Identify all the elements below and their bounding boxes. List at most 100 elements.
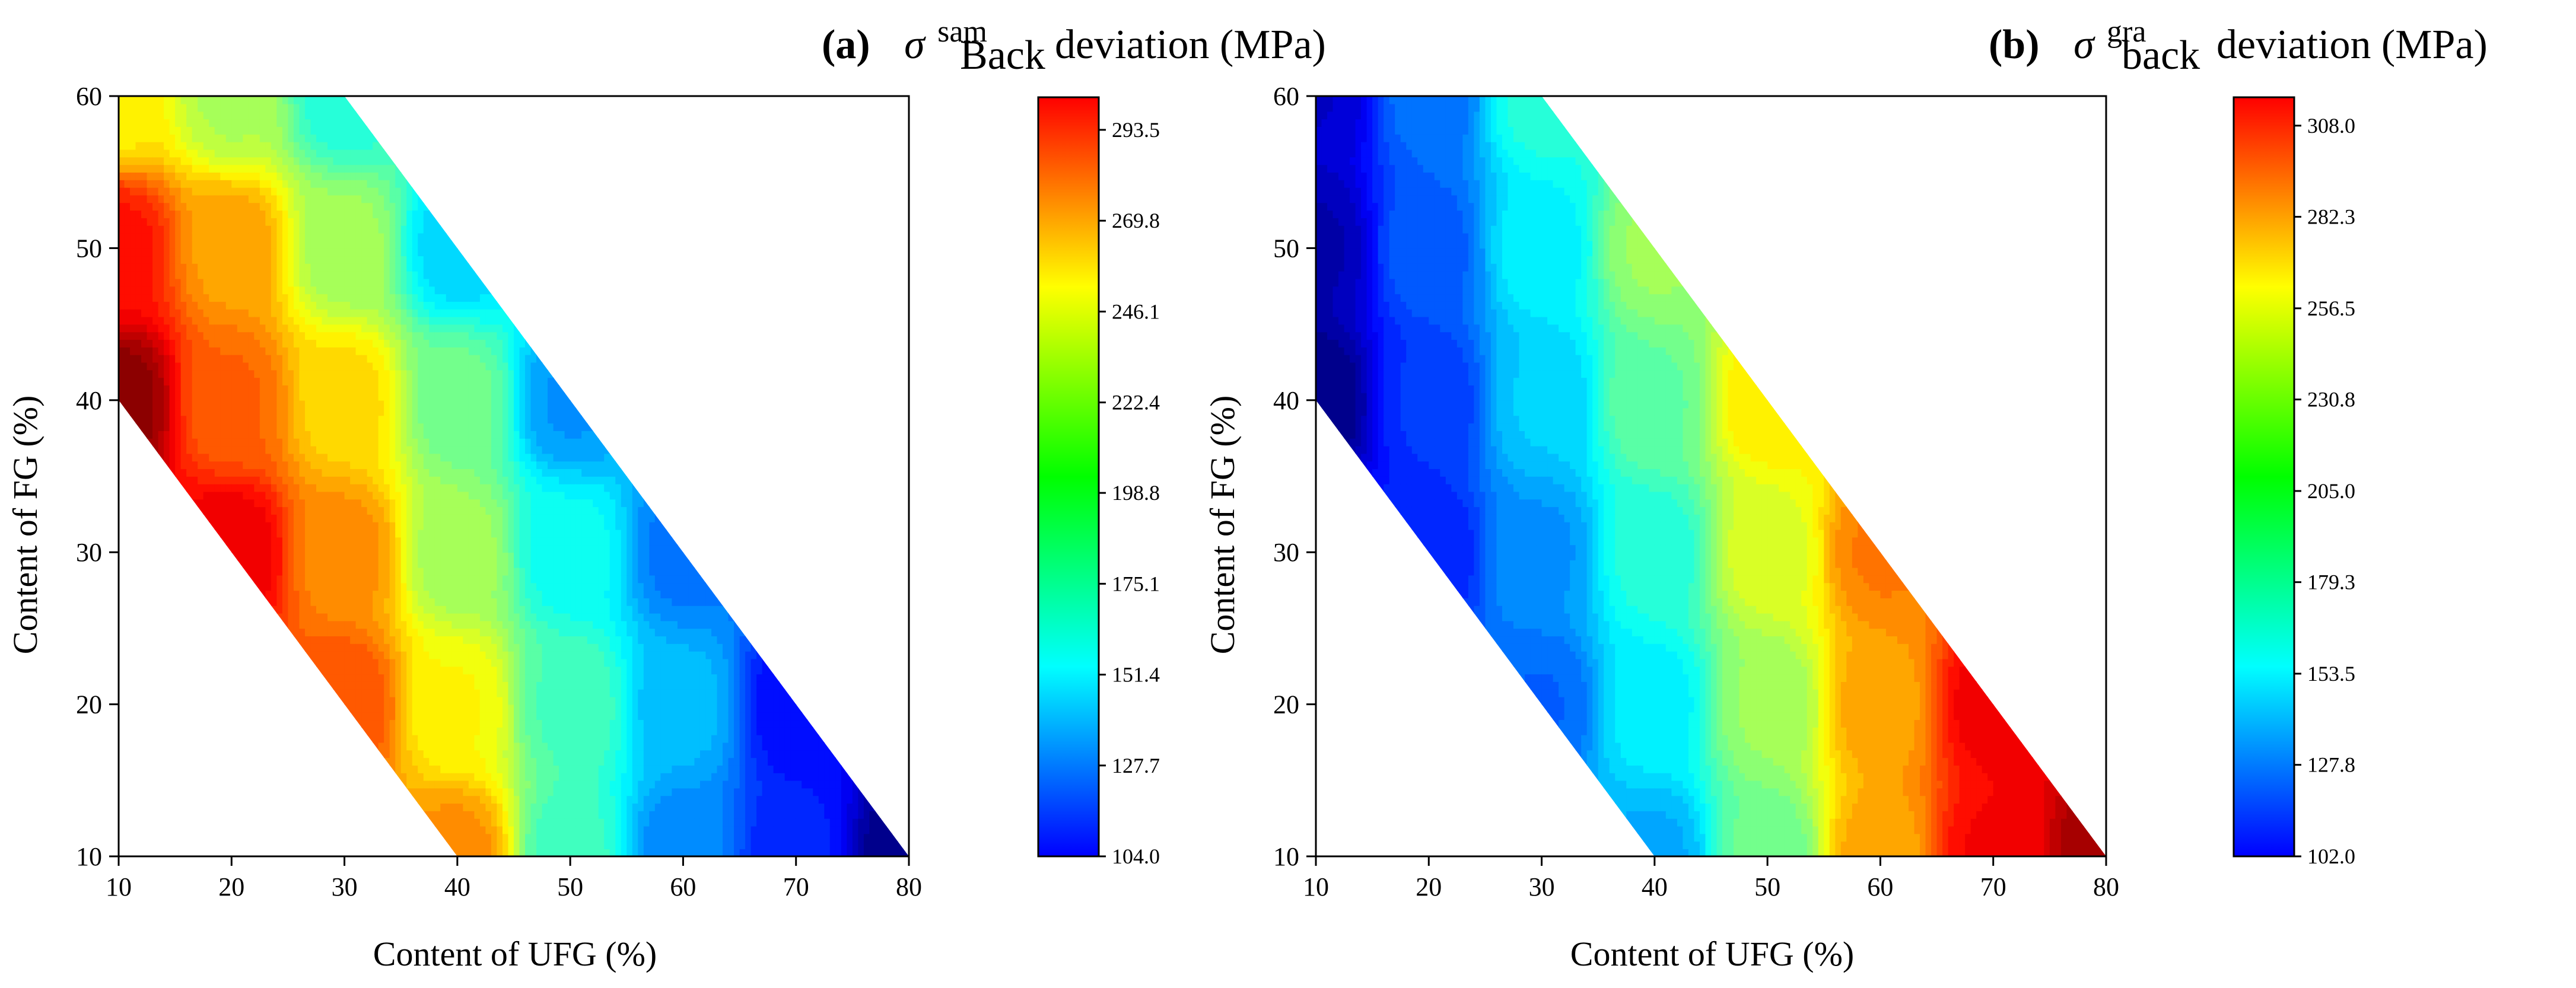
panel-a-contour-cell — [389, 704, 396, 713]
panel-a-contour-cell — [474, 445, 481, 454]
panel-a-contour-cell — [214, 461, 221, 469]
panel-a-contour-cell — [209, 195, 215, 203]
panel-a-contour-cell — [316, 605, 323, 614]
panel-a-contour-cell — [373, 468, 379, 477]
panel-a-contour-cell — [412, 270, 419, 279]
panel-a-contour-cell — [451, 780, 458, 789]
panel-a-contour-cell — [130, 164, 136, 173]
panel-a-contour-cell — [130, 103, 136, 112]
panel-a-contour-cell — [406, 529, 413, 538]
panel-a-contour-cell — [288, 119, 294, 128]
panel-a-contour-cell — [316, 438, 323, 447]
panel-a-contour-cell — [339, 392, 345, 401]
panel-a-contour-cell — [344, 445, 351, 454]
panel-a-contour-cell — [468, 438, 475, 447]
panel-a-contour-cell — [468, 567, 475, 576]
panel-a-contour-cell — [288, 636, 294, 644]
panel-a-contour-cell — [243, 263, 249, 272]
panel-a-contour-cell — [231, 286, 238, 295]
panel-a-contour-cell — [243, 278, 249, 287]
panel-a-contour-cell — [479, 506, 486, 515]
panel-a-contour-cell — [497, 308, 503, 317]
panel-a-contour-cell — [451, 742, 458, 751]
panel-a-contour-cell — [361, 111, 368, 120]
panel-a-contour-cell — [327, 544, 334, 553]
panel-a-contour-cell — [119, 316, 125, 325]
panel-a-contour-cell — [514, 757, 520, 766]
panel-a-contour-cell — [378, 582, 384, 591]
panel-a-contour-cell — [423, 491, 430, 500]
panel-a-contour-cell — [339, 172, 345, 180]
panel-a-contour-cell — [468, 286, 475, 295]
panel-a-contour-cell — [316, 544, 323, 553]
panel-a-contour-cell — [423, 620, 430, 629]
panel-a-contour-cell — [248, 111, 255, 120]
panel-a-contour-cell — [169, 256, 176, 264]
panel-a-contour-cell — [384, 278, 390, 287]
panel-a-contour-cell — [474, 696, 481, 705]
panel-a-contour-cell — [276, 613, 283, 622]
panel-a-contour-cell — [474, 811, 481, 819]
panel-a-contour-cell — [271, 278, 278, 287]
panel-a-contour-cell — [293, 270, 300, 279]
panel-a-contour-cell — [271, 240, 278, 249]
panel-a-contour-cell — [254, 461, 260, 469]
panel-a-contour-cell — [485, 704, 492, 713]
panel-a-contour-cell — [429, 392, 435, 401]
panel-a-contour-cell — [355, 521, 362, 530]
panel-a-contour-cell — [508, 438, 514, 447]
panel-a-contour-cell — [271, 605, 278, 614]
panel-a-contour-cell — [231, 438, 238, 447]
panel-a-contour-cell — [135, 195, 142, 203]
panel-a-contour-cell — [304, 362, 311, 371]
panel-a-contour-cell — [276, 134, 283, 142]
panel-a-contour-cell — [423, 628, 430, 637]
panel-a-contour-cell — [322, 96, 328, 104]
panel-a-contour-cell — [282, 218, 289, 226]
panel-a-contour-cell — [373, 438, 379, 447]
panel-a-contour-cell — [514, 811, 520, 819]
panel-a-contour-cell — [508, 392, 514, 401]
panel-a-contour-cell — [355, 431, 362, 439]
panel-a-contour-cell — [361, 734, 368, 743]
panel-a-contour-cell — [355, 225, 362, 234]
panel-a-contour-cell — [440, 301, 447, 310]
panel-a-contour-cell — [344, 582, 351, 591]
panel-a-contour-cell — [344, 278, 351, 287]
panel-a-contour-cell — [119, 126, 125, 135]
panel-a-contour-cell — [198, 149, 204, 158]
panel-a-contour-cell — [152, 339, 159, 348]
panel-a-contour-cell — [130, 111, 136, 120]
panel-a-contour-cell — [367, 605, 373, 614]
panel-a-contour-cell — [355, 643, 362, 652]
panel-a-contour-cell — [384, 628, 390, 637]
panel-a-contour-cell — [412, 248, 419, 257]
panel-a-contour-cell — [203, 308, 210, 317]
panel-a-contour-cell — [310, 134, 317, 142]
panel-a-contour-cell — [451, 818, 458, 827]
panel-a-contour-cell — [276, 392, 283, 401]
panel-a-contour-cell — [508, 704, 514, 713]
panel-a-contour-cell — [214, 499, 221, 508]
panel-a-contour-cell — [485, 582, 492, 591]
panel-a-contour-cell — [288, 210, 294, 218]
panel-a-contour-cell — [389, 415, 396, 424]
panel-a-contour-cell — [259, 582, 266, 591]
panel-a-contour-cell — [198, 187, 204, 196]
panel-a-contour-cell — [479, 605, 486, 614]
panel-a-contour-cell — [169, 103, 176, 112]
panel-a-contour-cell — [271, 187, 278, 196]
panel-a-contour-cell — [406, 210, 413, 218]
panel-a-contour-cell — [434, 674, 441, 682]
panel-a-contour-cell — [243, 324, 249, 333]
panel-a-contour-cell — [457, 712, 464, 721]
panel-a-contour-cell — [209, 225, 215, 234]
panel-a-contour-cell — [463, 392, 469, 401]
panel-a-contour-cell — [367, 445, 373, 454]
panel-a-contour-cell — [373, 453, 379, 462]
panel-a-contour-cell — [186, 232, 193, 241]
panel-a-contour-cell — [367, 582, 373, 591]
panel-a-contour-cell — [265, 96, 272, 104]
panel-a-contour-cell — [299, 157, 306, 165]
panel-a-contour-cell — [451, 377, 458, 385]
